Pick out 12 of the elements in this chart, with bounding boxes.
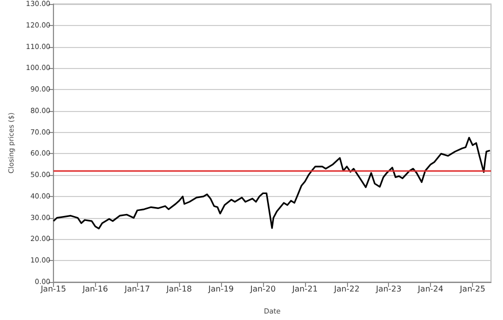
x-tick-label: Jan-16 xyxy=(82,284,108,294)
x-tick-label: Jan-25 xyxy=(458,284,486,294)
x-tick-label: Jan-20 xyxy=(249,284,276,294)
x-tick-label: Jan-18 xyxy=(165,284,192,294)
x-tick-label: Jan-19 xyxy=(207,284,234,294)
x-tick-label: Jan-21 xyxy=(291,284,318,294)
x-tick-label: Jan-15 xyxy=(40,284,66,294)
line-series xyxy=(52,136,491,230)
x-tick-label: Jan-23 xyxy=(375,284,402,294)
x-tick-label: Jan-24 xyxy=(416,284,444,294)
x-tick-label: Jan-17 xyxy=(124,284,150,294)
x-tick-label: Jan-22 xyxy=(333,284,360,294)
